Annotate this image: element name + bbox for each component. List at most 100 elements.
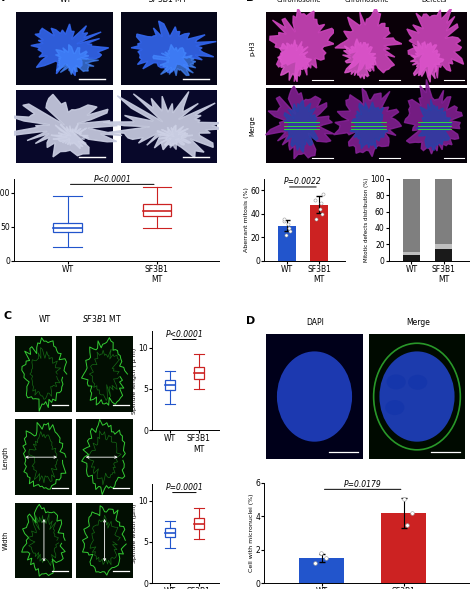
Polygon shape xyxy=(284,101,320,153)
Point xyxy=(316,204,324,214)
Bar xyxy=(435,244,452,249)
Bar xyxy=(299,558,344,583)
Text: Misaligned
Chromosome: Misaligned Chromosome xyxy=(345,0,389,2)
Bar xyxy=(435,249,452,261)
Ellipse shape xyxy=(379,352,455,442)
FancyBboxPatch shape xyxy=(76,336,133,412)
FancyBboxPatch shape xyxy=(16,336,73,412)
FancyBboxPatch shape xyxy=(165,528,174,537)
Text: Spindle
Defects: Spindle Defects xyxy=(422,0,447,2)
Text: DAPI: DAPI xyxy=(307,318,325,327)
Point xyxy=(319,189,327,198)
Point xyxy=(311,195,319,204)
Point xyxy=(284,220,292,229)
Polygon shape xyxy=(404,80,462,154)
Polygon shape xyxy=(407,7,464,78)
FancyBboxPatch shape xyxy=(76,502,133,578)
Bar xyxy=(381,513,426,583)
Y-axis label: Aberrant mitosis (%): Aberrant mitosis (%) xyxy=(244,187,249,252)
FancyBboxPatch shape xyxy=(16,90,113,163)
Polygon shape xyxy=(270,8,335,82)
Ellipse shape xyxy=(277,352,352,442)
Text: p-H3: p-H3 xyxy=(249,40,255,55)
Y-axis label: Spindle length ( μ m): Spindle length ( μ m) xyxy=(132,348,137,413)
FancyBboxPatch shape xyxy=(334,88,404,163)
FancyBboxPatch shape xyxy=(194,518,203,529)
Polygon shape xyxy=(153,44,196,76)
Point xyxy=(311,558,319,568)
Ellipse shape xyxy=(385,400,404,415)
Text: P<0.0001: P<0.0001 xyxy=(93,175,131,184)
Point xyxy=(285,223,292,233)
Text: $\it{SF3B1}$ MT: $\it{SF3B1}$ MT xyxy=(82,313,121,324)
FancyBboxPatch shape xyxy=(16,12,113,85)
Y-axis label: Mitotic defects distribution (%): Mitotic defects distribution (%) xyxy=(364,177,369,262)
FancyBboxPatch shape xyxy=(266,12,336,85)
Polygon shape xyxy=(103,91,223,158)
Ellipse shape xyxy=(408,375,428,390)
Bar xyxy=(278,226,296,261)
FancyBboxPatch shape xyxy=(334,12,404,85)
Point xyxy=(286,227,294,236)
Polygon shape xyxy=(51,124,89,149)
Text: P<0.0001: P<0.0001 xyxy=(165,330,203,339)
Y-axis label: Cell with micronuclei (%): Cell with micronuclei (%) xyxy=(249,494,254,572)
Bar xyxy=(402,179,420,252)
Text: P=0.0179: P=0.0179 xyxy=(344,479,382,488)
Polygon shape xyxy=(31,24,109,75)
Point xyxy=(280,214,288,223)
Point xyxy=(403,519,411,529)
Point xyxy=(282,230,290,240)
Polygon shape xyxy=(278,40,311,82)
Text: Width: Width xyxy=(3,531,9,550)
Text: P=0.0022: P=0.0022 xyxy=(284,177,322,186)
FancyBboxPatch shape xyxy=(143,204,171,216)
Point xyxy=(408,508,415,518)
Text: P=0.0001: P=0.0001 xyxy=(165,483,203,492)
FancyBboxPatch shape xyxy=(194,368,203,379)
Text: WT: WT xyxy=(59,0,72,4)
Text: Lagging
Chromosome: Lagging Chromosome xyxy=(277,0,321,2)
Point xyxy=(401,495,408,504)
Polygon shape xyxy=(335,8,402,73)
FancyBboxPatch shape xyxy=(401,88,467,163)
Text: WT: WT xyxy=(38,315,51,324)
Polygon shape xyxy=(131,21,216,72)
Text: D: D xyxy=(246,316,255,326)
Polygon shape xyxy=(416,99,452,150)
FancyBboxPatch shape xyxy=(401,12,467,85)
Text: Length: Length xyxy=(3,446,9,469)
Point xyxy=(312,214,319,223)
FancyBboxPatch shape xyxy=(16,419,73,495)
Ellipse shape xyxy=(386,375,406,389)
FancyBboxPatch shape xyxy=(121,12,217,85)
Bar xyxy=(402,255,420,261)
FancyBboxPatch shape xyxy=(266,334,363,459)
Point xyxy=(322,553,330,562)
FancyBboxPatch shape xyxy=(369,334,465,459)
Polygon shape xyxy=(410,41,444,82)
Point xyxy=(317,548,325,558)
Y-axis label: Spindle width (μm): Spindle width (μm) xyxy=(132,504,137,564)
Text: Merge: Merge xyxy=(249,115,255,136)
Bar xyxy=(402,252,420,255)
FancyBboxPatch shape xyxy=(121,90,217,163)
Text: C: C xyxy=(3,311,11,321)
Bar xyxy=(310,204,328,261)
Point xyxy=(280,216,288,226)
FancyBboxPatch shape xyxy=(266,88,336,163)
Bar xyxy=(435,179,452,244)
FancyBboxPatch shape xyxy=(54,223,82,232)
Polygon shape xyxy=(55,45,99,75)
Polygon shape xyxy=(265,86,334,159)
Polygon shape xyxy=(350,102,388,149)
FancyBboxPatch shape xyxy=(76,419,133,495)
FancyBboxPatch shape xyxy=(165,380,174,390)
Text: B: B xyxy=(246,0,254,2)
Point xyxy=(318,209,326,219)
FancyBboxPatch shape xyxy=(16,502,73,578)
Polygon shape xyxy=(2,94,122,157)
Polygon shape xyxy=(343,39,376,79)
Polygon shape xyxy=(334,88,401,157)
Text: Merge: Merge xyxy=(406,318,430,327)
